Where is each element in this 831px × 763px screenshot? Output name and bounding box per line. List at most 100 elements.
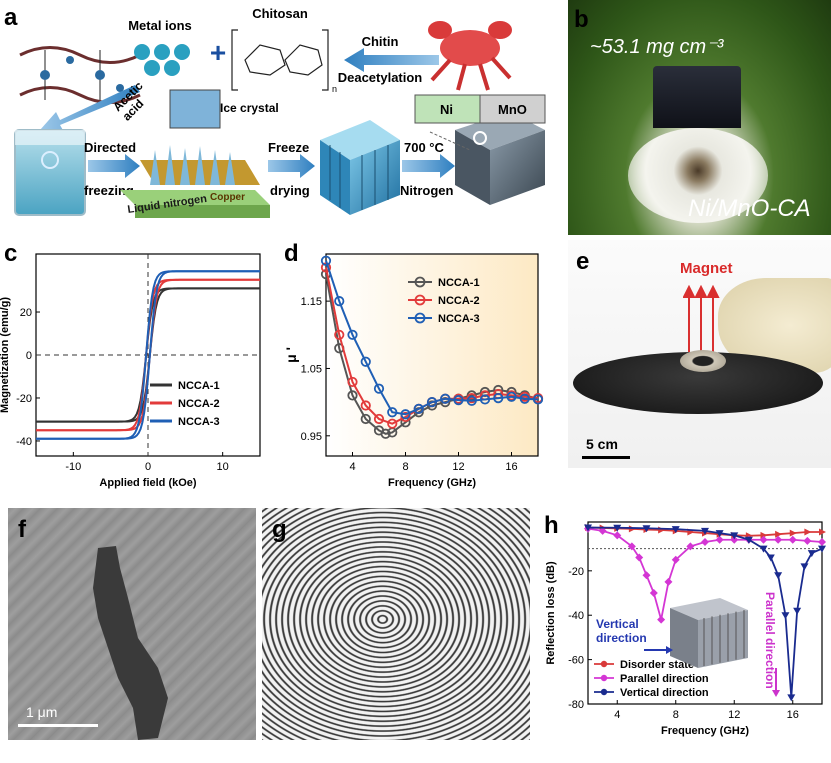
beaker-illustration (14, 129, 86, 216)
data-point (730, 532, 739, 540)
panel-a: a (0, 0, 565, 235)
data-point (671, 555, 680, 564)
data-point (584, 524, 592, 532)
data-point (426, 397, 438, 408)
y-tick-label: 20 (20, 307, 32, 319)
data-point (766, 554, 775, 562)
x-tick-label: 8 (402, 461, 408, 473)
data-point (715, 530, 724, 538)
data-point (803, 536, 812, 545)
reflection-loss-chart: 4 8 12 16 -80 -60 -40 -20 Frequency (GHz) Reflect… (545, 521, 826, 737)
x-tick-label: 8 (673, 709, 679, 721)
data-point (334, 329, 345, 340)
magnet-label: Magnet (680, 260, 733, 277)
data-point (686, 542, 695, 551)
data-point (642, 571, 651, 580)
y-tick-label: -40 (568, 610, 584, 622)
data-point (347, 390, 358, 401)
x-axis-label: Applied field (kOe) (99, 477, 197, 489)
annotation-parallel: Parallel direction (763, 592, 777, 689)
vertical-arrowhead (666, 646, 673, 654)
data-point (781, 612, 790, 620)
series-line-ncca-3 (36, 270, 260, 440)
x-tick-label: 4 (614, 709, 620, 721)
plot-frame (325, 253, 539, 457)
data-point (320, 255, 332, 266)
label-mno: MnO (498, 102, 527, 117)
data-point (613, 531, 622, 540)
label-chitosan: Chitosan (252, 6, 308, 21)
directed-freezing-arrow (88, 154, 140, 178)
data-point (759, 545, 768, 553)
data-point (787, 694, 796, 702)
y-tick-label: -60 (568, 655, 584, 667)
plus-icon: + (210, 37, 226, 68)
data-point (440, 393, 451, 404)
legend-marker (414, 312, 426, 324)
legend-marker (414, 276, 426, 288)
x-tick-label: 0 (145, 461, 151, 473)
data-point (818, 545, 826, 553)
data-point (804, 528, 812, 536)
data-point (793, 607, 802, 615)
data-point (664, 577, 673, 586)
data-point (649, 589, 658, 598)
data-point (657, 615, 666, 624)
aligned-structure-inset (670, 598, 748, 668)
data-point (373, 383, 385, 394)
data-point (818, 537, 826, 546)
data-point (532, 394, 544, 405)
data-point (598, 526, 607, 535)
annotation-vertical: Vertical direction (596, 617, 647, 645)
legend-marker (600, 688, 608, 696)
data-point (360, 413, 371, 425)
panel-letter-f: f (18, 516, 26, 543)
data-point (347, 329, 358, 340)
data-point (400, 409, 411, 420)
label-nitrogen: Nitrogen (400, 183, 454, 198)
legend-marker (600, 660, 608, 668)
y-tick-label: 1.15 (301, 296, 322, 308)
legend-entry: NCCA-3 (438, 313, 480, 325)
data-point (774, 535, 783, 544)
label-deacetylation: Deacetylation (338, 70, 423, 85)
legend-entry: NCCA-2 (438, 295, 480, 307)
data-point (635, 553, 644, 562)
magnet-ring (680, 350, 726, 372)
deacetylation-arrow (344, 48, 439, 72)
metal-ions-spheres (134, 44, 190, 76)
data-point (360, 400, 371, 411)
label-n-subscript: n (332, 84, 337, 94)
label-freeze: Freeze (268, 140, 309, 155)
y-axis-label: Magnetization (emu/g) (0, 297, 11, 413)
label-temperature: 700 °C (404, 140, 445, 155)
panel-c: c -10 0 10 -40 -20 0 20 Applied field (kOe) Magn… (0, 240, 280, 490)
legend-marker (414, 294, 426, 306)
scale-bar-f (18, 724, 98, 727)
panel-letter-b: b (574, 6, 589, 33)
panel-f-micrograph: f 1 μm (8, 508, 256, 740)
y-tick-label: -20 (16, 393, 32, 405)
data-point (373, 413, 385, 425)
freeze-drying-arrow (268, 154, 315, 178)
x-tick-label: 12 (452, 461, 464, 473)
data-point (730, 535, 739, 544)
data-point (627, 542, 636, 551)
legend-entry: NCCA-2 (178, 398, 220, 410)
data-point (789, 529, 797, 537)
panel-letter-a: a (4, 4, 18, 31)
label-drying: drying (270, 183, 310, 198)
y-tick-label: -80 (568, 699, 584, 711)
data-point (613, 524, 622, 532)
data-point (519, 393, 530, 404)
legend-entry: Vertical direction (620, 687, 709, 699)
label-directed: Directed (84, 140, 136, 155)
particle-shape (93, 546, 168, 740)
panel-letter-e: e (576, 248, 590, 275)
legend-entry: Disorder state (620, 659, 694, 671)
x-tick-label: 16 (787, 709, 799, 721)
data-point (380, 428, 391, 439)
permeability-chart: 4 8 12 16 0.95 1.05 1.15 Frequency (GHz) μ ' NCCA… (283, 253, 544, 489)
scale-label-e: 5 cm (586, 436, 618, 452)
freezing-setup (120, 89, 270, 218)
